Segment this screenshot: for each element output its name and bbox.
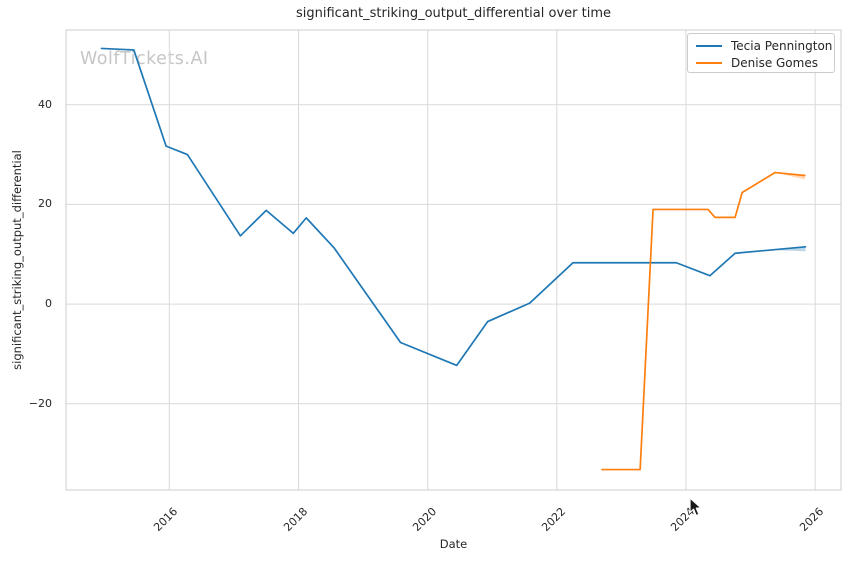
legend: Tecia Pennington Denise Gomes <box>687 33 835 73</box>
legend-label: Denise Gomes <box>731 55 818 70</box>
y-tick-label: 20 <box>38 197 52 211</box>
chart-title: significant_striking_output_differential… <box>296 6 611 21</box>
series-line <box>601 171 806 471</box>
mouse-pointer-icon <box>689 497 702 517</box>
y-axis-label: significant_striking_output_differential <box>10 150 24 370</box>
ci-band <box>775 172 805 180</box>
legend-line-swatch-blue <box>696 44 722 47</box>
series-line <box>100 47 807 367</box>
y-tick-label: 0 <box>45 297 52 311</box>
watermark: WolfTickets.AI <box>80 49 209 69</box>
plot-border <box>65 29 842 491</box>
legend-label: Tecia Pennington <box>731 38 833 53</box>
legend-line-swatch-orange <box>696 61 722 64</box>
y-tick-label: −20 <box>28 396 52 410</box>
y-tick-label: 40 <box>38 97 52 111</box>
legend-item: Denise Gomes <box>696 54 826 71</box>
legend-item: Tecia Pennington <box>696 37 832 54</box>
x-axis-label: Date <box>439 537 468 551</box>
